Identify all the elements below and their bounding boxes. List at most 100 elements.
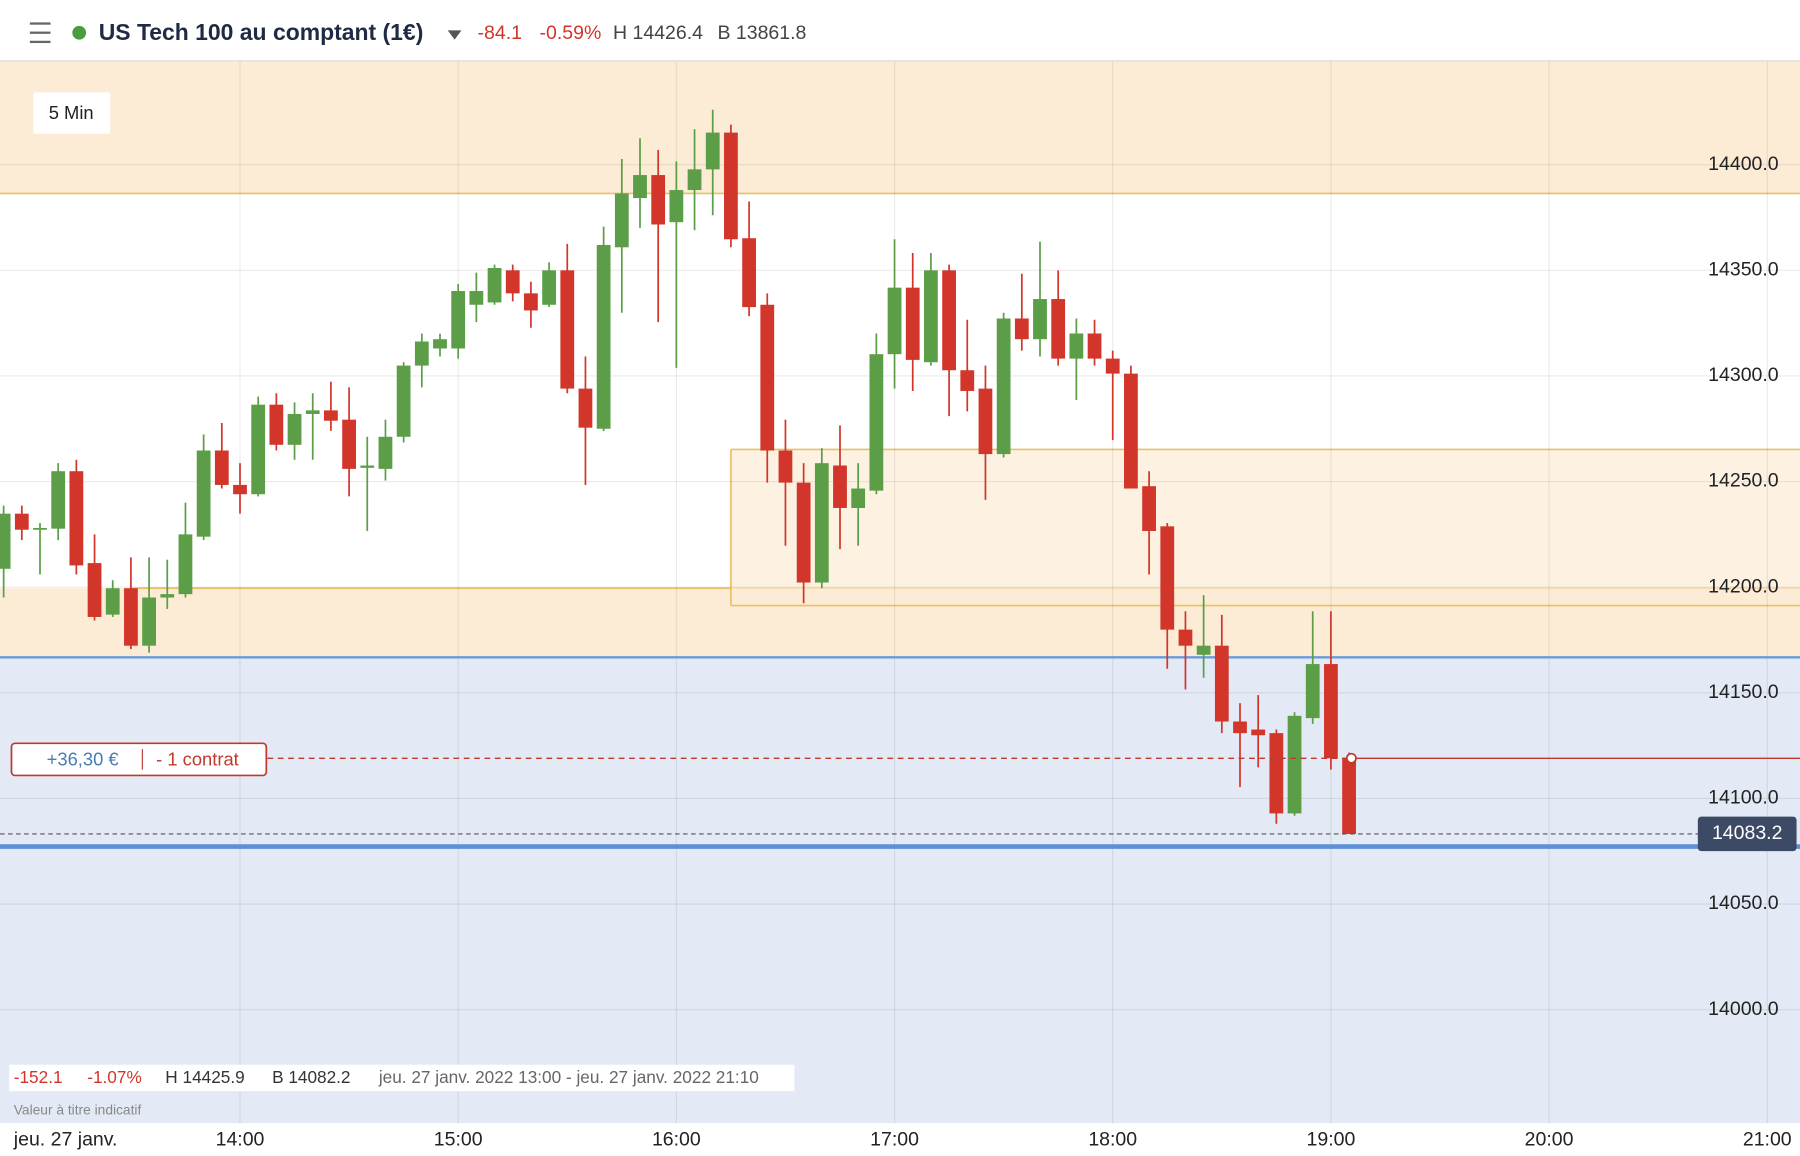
candle-body [505, 270, 520, 294]
candle-body [905, 287, 920, 360]
position-size: - 1 contrat [156, 748, 239, 769]
candle-body [778, 450, 793, 483]
candle-body [378, 436, 393, 469]
candle-body [1124, 373, 1138, 489]
candle-body [51, 471, 66, 529]
candle-body [1324, 664, 1338, 759]
candle-body [796, 482, 811, 583]
x-tick-label: 17:00 [870, 1129, 919, 1151]
y-tick-label: 14150.0 [1708, 681, 1779, 703]
candle-body [633, 175, 647, 199]
support-zone [0, 657, 1800, 1124]
candle-body [414, 341, 429, 366]
menu-bar [29, 22, 51, 25]
candle-body [1160, 526, 1175, 630]
candle-body [1342, 758, 1356, 834]
header-bar [0, 0, 1800, 61]
timeframe-box[interactable] [33, 92, 111, 134]
candle-body [1051, 299, 1066, 359]
menu-bar [29, 40, 51, 44]
candle-body [524, 293, 538, 311]
candle-body [996, 318, 1011, 455]
candle-body [887, 287, 902, 355]
candle-body [269, 404, 284, 445]
x-tick-label: 14:00 [216, 1129, 265, 1151]
candle-body [14, 513, 29, 530]
candle-body [724, 132, 738, 240]
candle-body [705, 132, 720, 170]
y-tick-label: 14250.0 [1708, 470, 1779, 492]
candle-body [924, 270, 938, 363]
x-tick-label: 16:00 [652, 1129, 701, 1151]
candle-body [833, 465, 847, 508]
candle-body [451, 291, 466, 349]
candle-body [596, 244, 611, 429]
candle-body [542, 270, 556, 305]
position-pnl: +36,30 € [47, 748, 119, 769]
candle-body [487, 268, 502, 303]
position-marker [1345, 752, 1357, 764]
candle-body [1087, 333, 1102, 359]
menu-icon[interactable] [29, 22, 51, 44]
y-tick-label: 14400.0 [1708, 153, 1779, 175]
position-box[interactable] [10, 742, 268, 777]
x-tick-label: 20:00 [1525, 1129, 1574, 1151]
y-tick-label: 14350.0 [1708, 258, 1779, 280]
plot [0, 61, 1800, 1124]
candle-body [1214, 645, 1229, 722]
candle-body [178, 534, 193, 595]
footer-range: jeu. 27 janv. 2022 13:00 - jeu. 27 janv.… [378, 1067, 759, 1087]
candle-body [760, 304, 775, 451]
last-price-box [1697, 816, 1797, 852]
candle-body [160, 594, 175, 598]
timeframe[interactable]: 5 Min [49, 102, 94, 123]
candle-body [233, 484, 247, 495]
candle-body [214, 450, 229, 485]
candle-body [0, 513, 11, 569]
candle-body [124, 588, 138, 646]
candle-body [742, 238, 756, 308]
x-tick-label: 18:00 [1088, 1129, 1137, 1151]
candle-body [814, 463, 829, 583]
candle-body [869, 354, 884, 491]
candle-body [978, 388, 993, 455]
y-tick-label: 14050.0 [1708, 892, 1779, 914]
candle-body [1033, 299, 1047, 340]
high: H 14426.4 [613, 22, 703, 44]
candle-body [1305, 664, 1320, 719]
dropdown-caret[interactable] [447, 30, 462, 40]
candle-body [433, 339, 447, 349]
x-tick-label: 21:00 [1743, 1129, 1792, 1151]
zone [730, 449, 1800, 606]
candle-body [1142, 486, 1156, 531]
y-tick-label: 14100.0 [1708, 787, 1779, 809]
candle-body [87, 563, 102, 617]
low: B 13861.8 [717, 22, 806, 44]
last-price-label: 14083.2 [1712, 822, 1783, 844]
y-tick-label: 14000.0 [1708, 998, 1779, 1020]
candle-body [324, 410, 338, 421]
candle-body [560, 270, 575, 389]
zone [0, 61, 1800, 194]
status-dot [72, 25, 87, 40]
candle-body [105, 588, 120, 615]
candle-body [287, 413, 302, 445]
x-tick-label: 15:00 [434, 1129, 483, 1151]
candle-body [1269, 733, 1284, 814]
change-pct: -0.59% [540, 22, 602, 44]
candle-body [69, 471, 84, 566]
candle-body [305, 410, 320, 414]
info-box [9, 1064, 795, 1092]
candle-body [469, 291, 484, 305]
candle-body [1287, 715, 1302, 814]
candle-body [1178, 629, 1193, 646]
candle-body [396, 365, 411, 437]
x-axis-bar [0, 1123, 1800, 1156]
instrument[interactable]: US Tech 100 au comptant (1€) [99, 19, 424, 45]
candle-body [687, 169, 702, 191]
footer-change: -152.1 [14, 1067, 63, 1087]
candle-body [578, 388, 593, 428]
